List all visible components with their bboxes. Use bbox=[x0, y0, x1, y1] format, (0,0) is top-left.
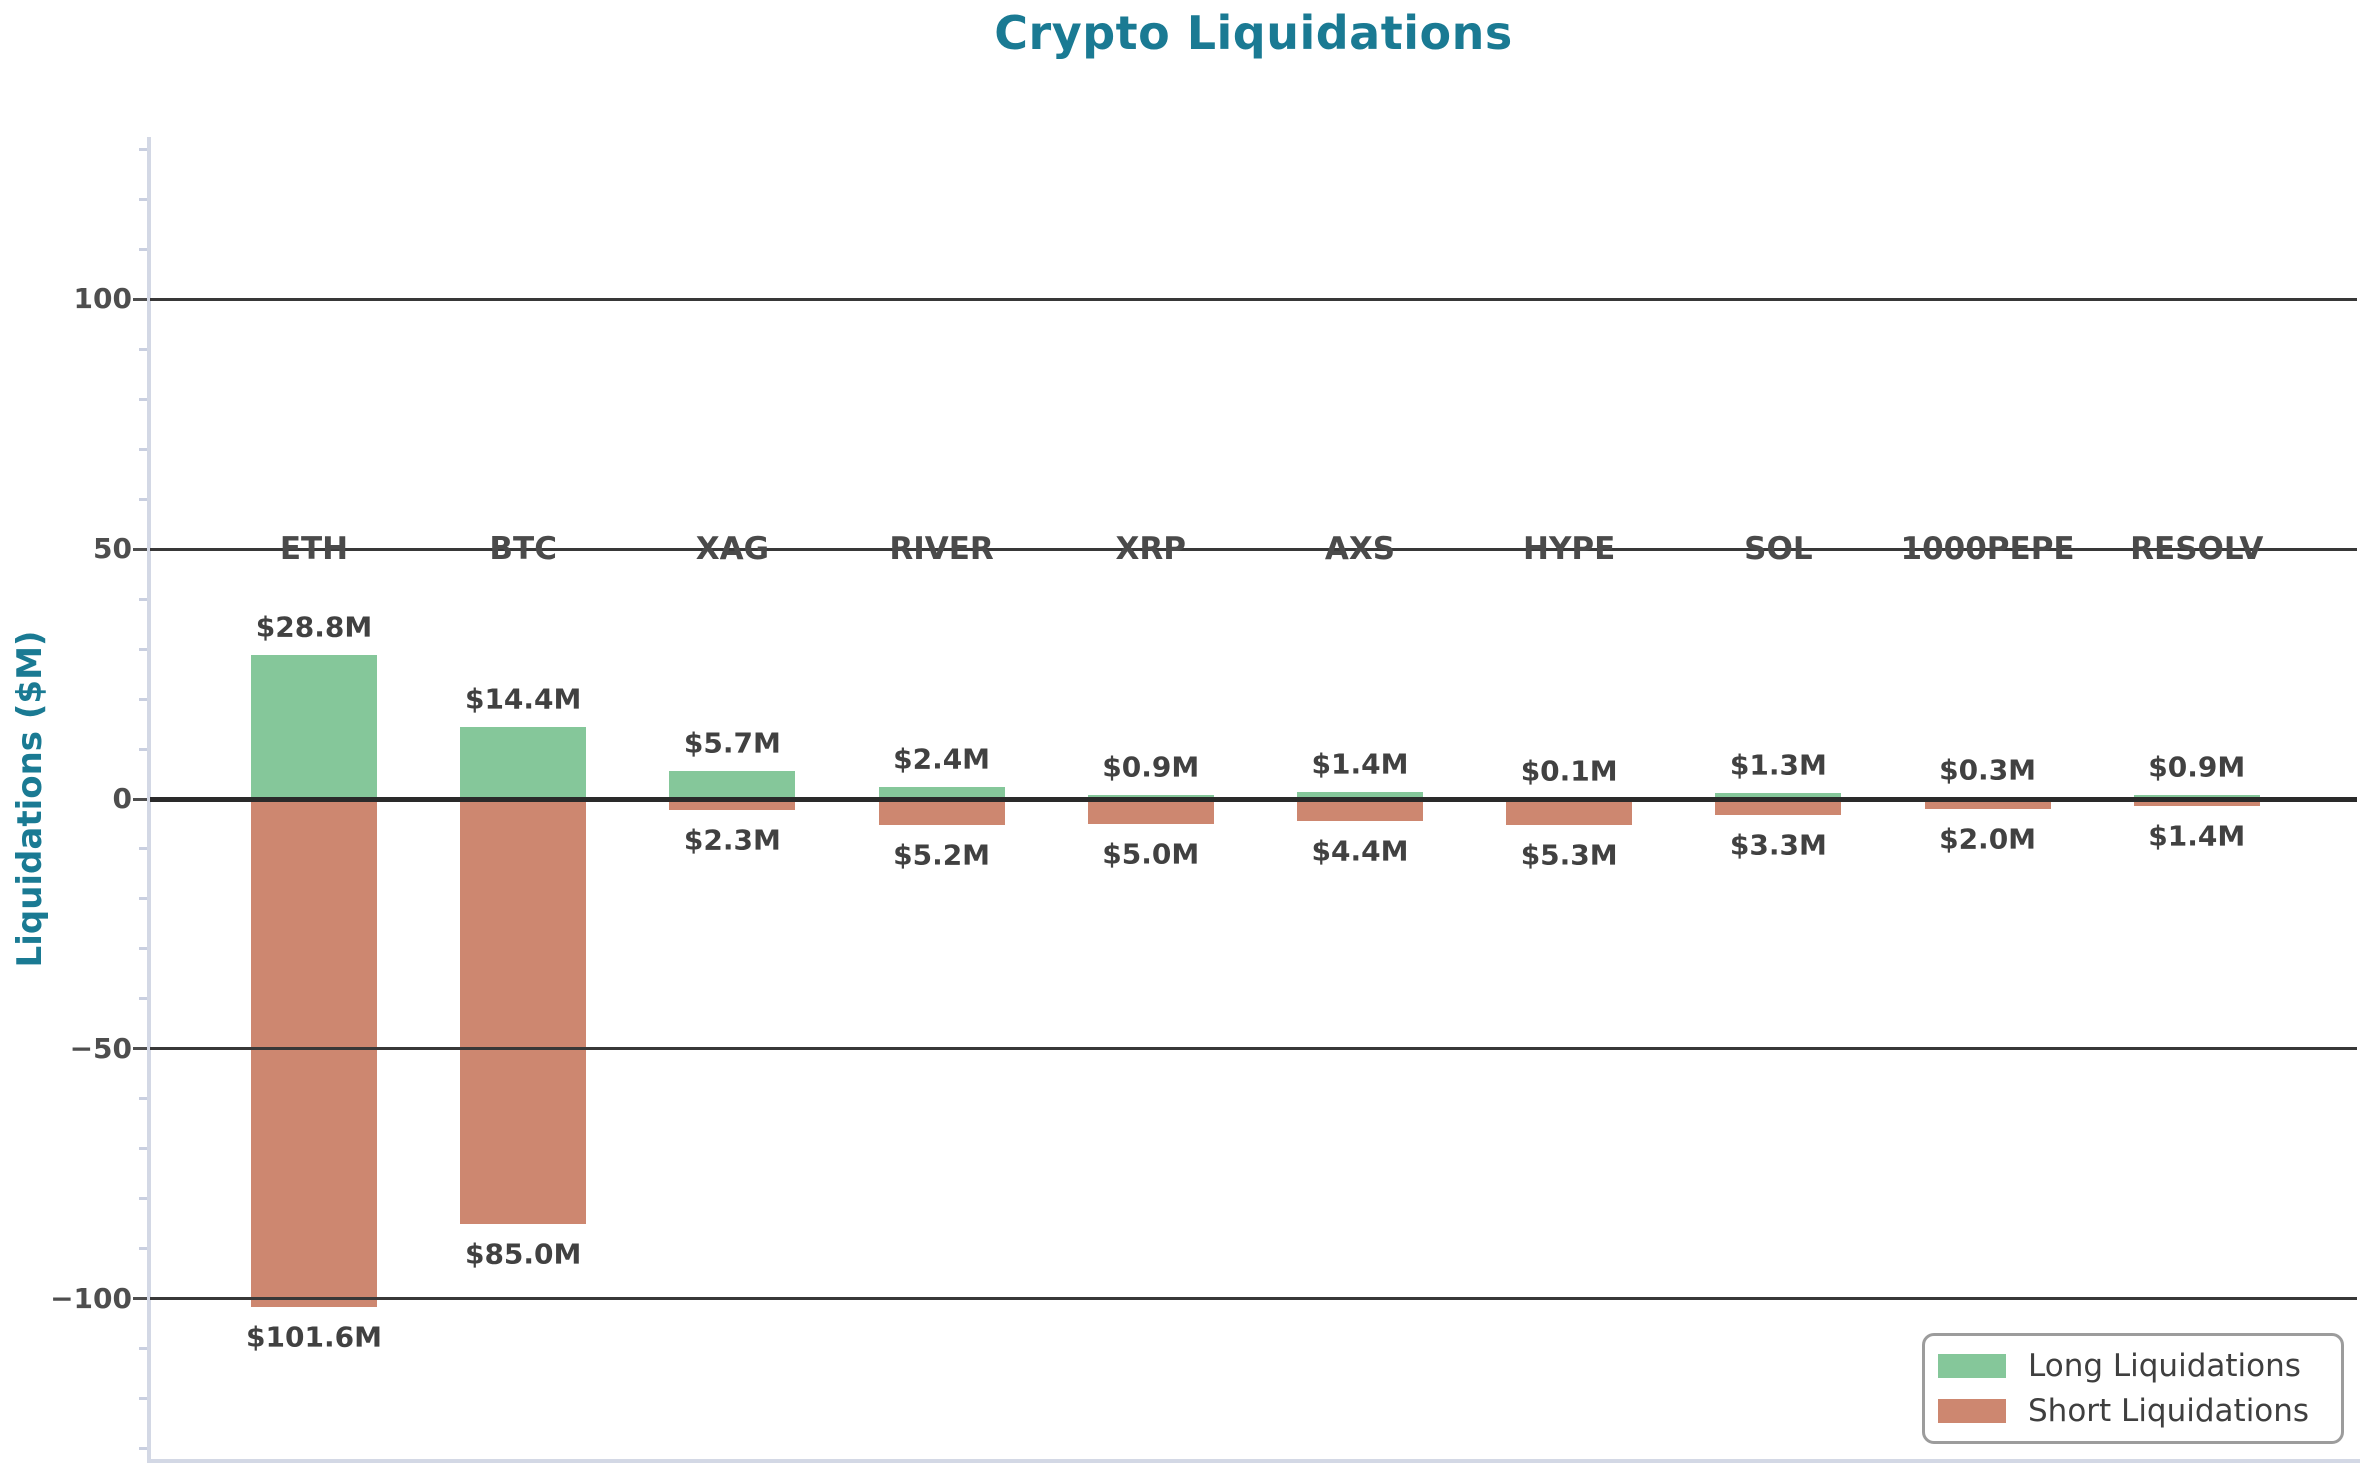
y-tick-label-50: 50 bbox=[93, 532, 132, 566]
bar-short-ETH bbox=[251, 799, 377, 1307]
y-minor-tick bbox=[139, 697, 147, 701]
zero-gridline bbox=[150, 796, 2357, 802]
category-label-RIVER: RIVER bbox=[889, 531, 994, 568]
value-label-short-1000PEPE: $2.0M bbox=[1939, 822, 2037, 856]
category-label-HYPE: HYPE bbox=[1523, 531, 1616, 568]
y-minor-tick bbox=[139, 247, 147, 251]
legend-swatch-long-icon bbox=[1938, 1354, 2006, 1378]
category-label-1000PEPE: 1000PEPE bbox=[1900, 531, 2075, 568]
bar-short-SOL bbox=[1715, 799, 1841, 816]
y-tick-label--50: −50 bbox=[69, 1031, 132, 1065]
value-label-long-RESOLV: $0.9M bbox=[2148, 750, 2246, 783]
value-label-short-SOL: $3.3M bbox=[1729, 828, 1827, 862]
category-label-ETH: ETH bbox=[279, 531, 349, 568]
bar-short-BTC bbox=[460, 799, 586, 1224]
y-major-tick-50 bbox=[133, 547, 147, 551]
value-label-long-BTC: $14.4M bbox=[464, 682, 582, 716]
y-minor-tick bbox=[139, 1447, 147, 1450]
y-major-tick--100 bbox=[133, 1297, 147, 1301]
value-label-short-RIVER: $5.2M bbox=[893, 838, 991, 872]
y-minor-tick bbox=[139, 947, 147, 951]
value-label-short-XAG: $2.3M bbox=[683, 823, 781, 857]
bar-short-1000PEPE bbox=[1925, 799, 2051, 809]
value-label-long-AXS: $1.4M bbox=[1311, 747, 1409, 781]
y-major-tick-0 bbox=[133, 797, 147, 801]
bar-short-XAG bbox=[669, 799, 795, 811]
y-minor-tick bbox=[139, 1197, 147, 1201]
category-label-BTC: BTC bbox=[489, 531, 557, 568]
category-label-XRP: XRP bbox=[1115, 531, 1187, 568]
bar-short-HYPE bbox=[1506, 799, 1632, 826]
y-minor-tick bbox=[139, 997, 147, 1001]
bar-long-ETH bbox=[251, 655, 377, 799]
y-minor-tick bbox=[139, 447, 147, 451]
y-minor-tick bbox=[139, 897, 147, 901]
category-label-AXS: AXS bbox=[1324, 531, 1396, 568]
bar-long-RIVER bbox=[879, 787, 1005, 799]
value-label-short-XRP: $5.0M bbox=[1102, 837, 1200, 871]
x-axis-spine bbox=[147, 1459, 2360, 1463]
legend-item-short: Short Liquidations bbox=[1938, 1392, 2341, 1429]
value-label-long-1000PEPE: $0.3M bbox=[1939, 753, 2037, 786]
y-minor-tick bbox=[139, 397, 147, 401]
y-tick-label-0: 0 bbox=[112, 781, 132, 815]
y-minor-tick bbox=[139, 1397, 147, 1401]
y-tick-label-100: 100 bbox=[73, 282, 132, 316]
category-label-RESOLV: RESOLV bbox=[2130, 531, 2264, 568]
gridline-50 bbox=[150, 547, 2357, 551]
bar-short-RIVER bbox=[879, 799, 1005, 825]
value-label-short-ETH: $101.6M bbox=[246, 1320, 382, 1354]
value-label-short-BTC: $85.0M bbox=[464, 1237, 582, 1271]
y-minor-tick bbox=[139, 347, 147, 351]
y-minor-tick bbox=[139, 747, 147, 751]
bar-long-XAG bbox=[669, 770, 795, 799]
legend: Long Liquidations Short Liquidations bbox=[1922, 1333, 2344, 1444]
bar-long-SOL bbox=[1715, 792, 1841, 799]
y-tick-label--100: −100 bbox=[50, 1281, 132, 1315]
chart-title: Crypto Liquidations bbox=[994, 6, 1513, 60]
value-label-long-XRP: $0.9M bbox=[1102, 750, 1200, 783]
y-minor-tick bbox=[139, 847, 147, 851]
value-label-long-RIVER: $2.4M bbox=[893, 742, 991, 776]
gridline-100 bbox=[150, 297, 2357, 301]
category-label-XAG: XAG bbox=[695, 531, 770, 568]
legend-item-long: Long Liquidations bbox=[1938, 1347, 2341, 1384]
y-axis-title: Liquidations ($M) bbox=[10, 630, 50, 968]
bar-long-BTC bbox=[460, 727, 586, 799]
gridline--100 bbox=[150, 1297, 2357, 1301]
category-label-SOL: SOL bbox=[1744, 531, 1813, 568]
value-label-short-RESOLV: $1.4M bbox=[2148, 819, 2246, 853]
value-label-short-AXS: $4.4M bbox=[1311, 834, 1409, 868]
y-minor-tick bbox=[139, 1097, 147, 1101]
legend-swatch-short-icon bbox=[1938, 1399, 2006, 1423]
legend-label-long: Long Liquidations bbox=[2028, 1347, 2301, 1384]
y-axis-spine bbox=[147, 137, 151, 1461]
y-minor-tick bbox=[139, 1347, 147, 1351]
y-minor-tick bbox=[139, 197, 147, 201]
bar-short-RESOLV bbox=[2134, 799, 2260, 806]
legend-label-short: Short Liquidations bbox=[2028, 1392, 2310, 1429]
gridline--50 bbox=[150, 1047, 2357, 1051]
value-label-long-ETH: $28.8M bbox=[255, 610, 373, 644]
y-minor-tick bbox=[139, 1247, 147, 1251]
y-minor-tick bbox=[139, 147, 147, 151]
y-minor-tick bbox=[139, 1147, 147, 1151]
bar-long-AXS bbox=[1297, 792, 1423, 799]
y-minor-tick bbox=[139, 497, 147, 501]
bar-short-XRP bbox=[1088, 799, 1214, 824]
y-major-tick--50 bbox=[133, 1047, 147, 1051]
bar-short-AXS bbox=[1297, 799, 1423, 821]
value-label-long-SOL: $1.3M bbox=[1729, 748, 1827, 781]
value-label-long-HYPE: $0.1M bbox=[1520, 754, 1618, 787]
y-minor-tick bbox=[139, 597, 147, 601]
y-major-tick-100 bbox=[133, 297, 147, 301]
y-minor-tick bbox=[139, 647, 147, 651]
value-label-long-XAG: $5.7M bbox=[683, 726, 781, 760]
value-label-short-HYPE: $5.3M bbox=[1520, 838, 1618, 872]
